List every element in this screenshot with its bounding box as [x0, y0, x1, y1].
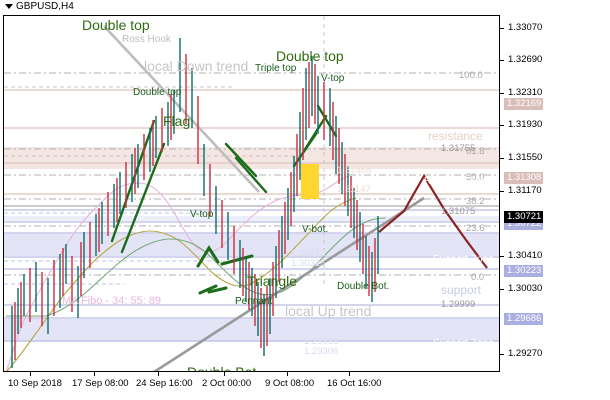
price-130472: 1.30472 [291, 248, 326, 259]
y-tick-label: 1.31550 [508, 152, 543, 163]
x-tick-label: 24 Sep 16:00 [136, 378, 193, 389]
chart-canvas [4, 16, 499, 371]
price-131147: 1.31147 [337, 184, 371, 195]
y-tick-mark [500, 256, 504, 257]
fib-level-0-0: 0.0 [471, 272, 485, 283]
price-level-tag: 1.32169 [504, 98, 544, 110]
price-129999: 1.29999 [441, 299, 476, 310]
price-level-tag: 1.29686 [504, 313, 544, 325]
fib-level-50-0: 50.0 [466, 172, 485, 183]
forecast-projection [378, 173, 488, 269]
price-axis[interactable]: 1.33070 1.32690 1.32310 1.31930 1.31550 1.311… [500, 15, 610, 391]
candlestick-series [11, 38, 379, 368]
double-bot-left-label: Double Bot. [187, 364, 261, 372]
fib-level-23-6: 23.6 [466, 223, 485, 234]
y-tick-label: 1.29270 [508, 348, 543, 359]
y-tick-mark [500, 93, 504, 94]
v-top-left-label: V-top [190, 209, 214, 220]
y-tick-label: 1.31170 [508, 185, 542, 196]
price-level-tag: 1.31308 [504, 172, 544, 184]
pennant-label: Pennant [235, 296, 273, 307]
support-zone-band-lower [4, 319, 499, 341]
price-131755: 1.31755 [441, 143, 476, 154]
double-top-1-label: Double top [82, 17, 150, 33]
y-tick-label: 1.32310 [508, 87, 543, 98]
triangle-label: Triangle [247, 273, 298, 289]
dashed-support-minor [4, 212, 234, 285]
support-zone-band-upper [4, 234, 499, 256]
x-tick-label: 17 Sep 08:00 [72, 378, 129, 389]
price-131075: 1.31075 [441, 206, 476, 217]
price-129538: 1.29538 [304, 336, 339, 347]
support-text: support [441, 283, 482, 297]
x-tick-mark [349, 372, 350, 376]
y-tick-mark [500, 354, 504, 355]
highlight-box [301, 164, 319, 199]
time-axis[interactable]: 10 Sep 2018 17 Sep 08:00 24 Sep 16:00 2 Oct… [3, 372, 610, 400]
x-tick-label: 9 Oct 08:00 [265, 378, 315, 389]
price-level-tag: 1.30223 [504, 265, 544, 277]
ma-fibo-legend-label: MA Fibo - 34; 55; 89 [62, 295, 162, 307]
chart-header: GBPUSD,H4 [0, 0, 610, 15]
y-tick-mark [500, 158, 504, 159]
x-tick-mark [224, 372, 225, 376]
x-tick-label: 2 Oct 00:00 [202, 378, 252, 389]
support-zone-band-mid [4, 216, 499, 221]
double-top-3-label: Double top [276, 48, 344, 64]
x-tick-mark [94, 372, 95, 376]
x-tick-mark [158, 372, 159, 376]
y-tick-label: 1.33070 [508, 22, 543, 33]
x-tick-label: 16 Oct 16:00 [327, 378, 382, 389]
pattern-strokes [110, 104, 338, 254]
y-tick-label: 1.31930 [508, 119, 543, 130]
resistance-text: resistance [428, 129, 483, 143]
uptrend-line [153, 196, 425, 371]
price-130326: 1.30326 [291, 258, 326, 269]
y-tick-mark [500, 60, 504, 61]
fib-level-61-8: 61.8 [466, 146, 485, 157]
downtrend-line [103, 25, 260, 193]
y-tick-mark [500, 289, 504, 290]
price-chart-plot[interactable]: Double top Ross Hook local Down trend Doubl… [3, 15, 500, 372]
fib-level-100-0: 100.0 [459, 70, 483, 81]
triple-top-label: Triple top [255, 63, 297, 74]
fib-level-38-2: 38.2 [466, 196, 485, 207]
x-tick-mark [30, 372, 31, 376]
y-tick-mark [500, 125, 504, 126]
y-tick-label: 1.32690 [508, 54, 543, 65]
local-up-trend-label: local Up trend [285, 303, 372, 319]
flag-label: Flag [163, 113, 191, 129]
triangle-pennant-strokes [196, 245, 254, 295]
ross-hook-label: Ross Hook [122, 34, 171, 45]
double-bot-right-label: Double Bot. [337, 281, 390, 292]
resistance-lines [4, 89, 499, 195]
x-tick-label: 10 Sep 2018 [8, 378, 62, 389]
chevron-down-icon[interactable] [5, 4, 13, 9]
price-level-tag: 1.30721 [504, 211, 544, 223]
ma-55-line [6, 197, 357, 371]
v-bot-label: V-bot. [302, 224, 329, 235]
y-tick-mark [500, 191, 504, 192]
support-zone-top-text: Support Zone [433, 254, 494, 265]
resistance-zone-band [4, 147, 499, 169]
y-tick-label: 1.30030 [508, 283, 543, 294]
ma-89-line [6, 217, 387, 317]
price-131468: 1.31468 [337, 165, 372, 176]
symbol-timeframe-label: GBPUSD,H4 [16, 1, 74, 12]
double-top-2-label: Double top [133, 87, 182, 98]
resistance-zone-text: Resistant Zone [424, 176, 492, 187]
support-zone-bot-text: Support Zone [433, 338, 494, 349]
x-tick-mark [287, 372, 288, 376]
dashed-minor-levels [4, 86, 304, 157]
v-top-right-label: V-top [321, 73, 345, 84]
y-tick-label: 1.30410 [508, 250, 543, 261]
ma-34-line [5, 175, 349, 371]
price-129306: 1.29306 [304, 346, 339, 357]
local-down-trend-label: local Down trend [144, 58, 249, 74]
y-tick-mark [500, 28, 504, 29]
